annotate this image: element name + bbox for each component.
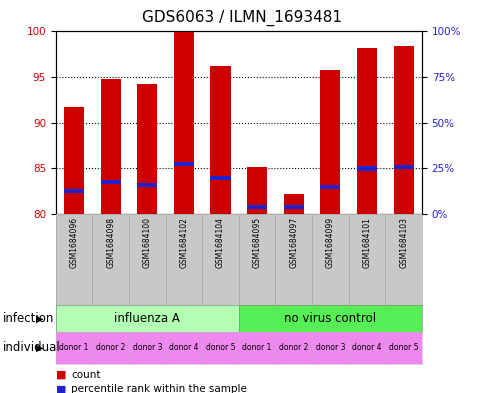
Bar [210, 176, 230, 180]
Bar [319, 70, 340, 214]
Bar [283, 194, 303, 214]
Text: percentile rank within the sample: percentile rank within the sample [71, 384, 247, 393]
Bar [210, 66, 230, 214]
Text: GSM1684104: GSM1684104 [215, 217, 225, 268]
Bar [246, 167, 267, 214]
Text: infection: infection [2, 312, 54, 325]
Bar [393, 46, 413, 214]
Bar [64, 189, 84, 193]
Bar [319, 185, 340, 189]
Text: GSM1684097: GSM1684097 [288, 217, 298, 268]
Bar [173, 31, 194, 214]
Bar [100, 79, 121, 214]
Text: GSM1684103: GSM1684103 [398, 217, 408, 268]
Text: GSM1684101: GSM1684101 [362, 217, 371, 268]
Text: GSM1684102: GSM1684102 [179, 217, 188, 268]
Text: donor 1: donor 1 [242, 343, 272, 352]
Bar [393, 165, 413, 169]
Bar [356, 166, 377, 171]
Text: donor 1: donor 1 [59, 343, 89, 352]
Bar [356, 48, 377, 214]
Text: donor 5: donor 5 [205, 343, 235, 352]
Text: GSM1684098: GSM1684098 [106, 217, 115, 268]
Bar [173, 162, 194, 166]
Text: influenza A: influenza A [114, 312, 180, 325]
Text: GSM1684099: GSM1684099 [325, 217, 334, 268]
Text: GSM1684100: GSM1684100 [142, 217, 151, 268]
Text: GSM1684096: GSM1684096 [69, 217, 78, 268]
Text: GDS6063 / ILMN_1693481: GDS6063 / ILMN_1693481 [142, 10, 342, 26]
Text: donor 2: donor 2 [96, 343, 125, 352]
Bar [100, 180, 121, 184]
Text: donor 2: donor 2 [278, 343, 308, 352]
Bar [137, 183, 157, 187]
Text: individual: individual [2, 341, 60, 354]
Text: donor 3: donor 3 [132, 343, 162, 352]
Text: ■: ■ [56, 384, 66, 393]
Text: donor 4: donor 4 [351, 343, 381, 352]
Bar [246, 205, 267, 209]
Text: donor 3: donor 3 [315, 343, 345, 352]
Text: ▶: ▶ [36, 343, 43, 353]
Bar [64, 107, 84, 214]
Text: ■: ■ [56, 369, 66, 380]
Text: no virus control: no virus control [284, 312, 376, 325]
Text: ▶: ▶ [36, 313, 43, 323]
Bar [283, 205, 303, 209]
Text: donor 4: donor 4 [169, 343, 198, 352]
Bar [137, 84, 157, 214]
Text: GSM1684095: GSM1684095 [252, 217, 261, 268]
Text: count: count [71, 369, 101, 380]
Text: donor 5: donor 5 [388, 343, 418, 352]
